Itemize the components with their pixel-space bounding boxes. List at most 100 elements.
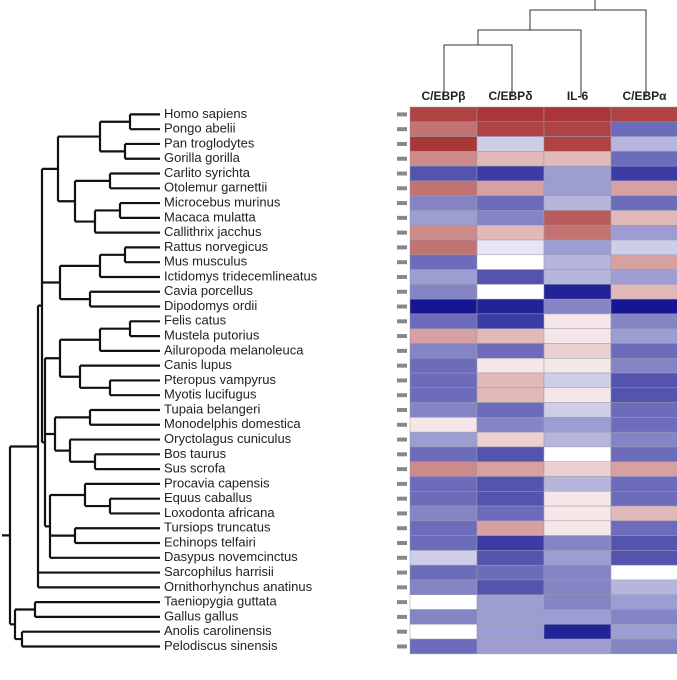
row-tick	[397, 201, 407, 206]
cell	[543, 550, 612, 566]
cell	[409, 417, 478, 433]
cell	[543, 328, 612, 344]
cell	[409, 358, 478, 374]
cell	[610, 269, 677, 285]
cell	[409, 446, 478, 462]
row-label: Pteropus vampyrus	[164, 372, 276, 387]
row-tick	[397, 541, 407, 546]
row-label: Tupaia belangeri	[164, 401, 260, 416]
cell	[409, 239, 478, 256]
row-label: Dasypus novemcinctus	[164, 549, 298, 564]
cell	[409, 520, 478, 536]
row-label: Taeniopygia guttata	[164, 594, 278, 609]
cell	[543, 136, 612, 152]
row-label: Procavia capensis	[164, 475, 270, 490]
cell	[543, 254, 612, 270]
row-label: Microcebus murinus	[164, 195, 281, 210]
cell	[409, 343, 478, 359]
cell	[476, 476, 545, 492]
cell	[409, 579, 478, 595]
row-label: Macaca mulatta	[164, 209, 257, 224]
cell	[610, 195, 677, 211]
row-label: Dipodomys ordii	[164, 298, 257, 313]
row-tick	[397, 260, 407, 265]
cell	[409, 151, 478, 167]
cell	[543, 151, 612, 167]
row-label: Homo sapiens	[164, 106, 248, 121]
row-label: Callithrix jacchus	[164, 224, 262, 239]
cell	[409, 224, 478, 241]
cell	[409, 535, 478, 551]
cell	[476, 609, 545, 625]
cell	[543, 284, 612, 300]
cell	[476, 579, 545, 595]
cell	[543, 417, 612, 433]
cell	[610, 210, 677, 226]
cell	[543, 224, 612, 241]
cell	[409, 180, 478, 196]
cell	[543, 579, 612, 595]
cell	[476, 491, 545, 507]
cell	[610, 505, 677, 522]
cell	[409, 491, 478, 507]
cell	[543, 505, 612, 522]
row-label: Gallus gallus	[164, 608, 239, 623]
row-tick	[397, 570, 407, 575]
row-tick	[397, 112, 407, 117]
cell	[476, 624, 545, 640]
cell	[543, 535, 612, 551]
cell	[610, 284, 677, 300]
cell	[543, 564, 612, 581]
cell	[409, 269, 478, 285]
cell	[476, 372, 545, 389]
row-label: Gorilla gorilla	[164, 150, 241, 165]
row-tick	[397, 378, 407, 383]
row-tick	[397, 171, 407, 176]
row-tick	[397, 363, 407, 368]
row-tick	[397, 127, 407, 132]
cell	[543, 269, 612, 285]
cell	[476, 136, 545, 152]
row-tick	[397, 600, 407, 605]
cell	[409, 624, 478, 640]
row-tick	[397, 319, 407, 324]
row-tick	[397, 555, 407, 560]
row-tick	[397, 230, 407, 235]
row-tick	[397, 496, 407, 501]
cell	[543, 594, 612, 610]
cell	[610, 564, 677, 581]
cell	[610, 476, 677, 492]
cell	[610, 624, 677, 640]
cell	[409, 313, 478, 329]
cell	[543, 624, 612, 640]
cell	[476, 180, 545, 196]
cell	[610, 520, 677, 536]
cell	[610, 180, 677, 196]
row-tick	[397, 422, 407, 427]
cell	[543, 372, 612, 389]
cell	[476, 298, 545, 315]
cell	[476, 520, 545, 536]
row-tick	[397, 141, 407, 146]
cell	[610, 579, 677, 595]
row-label: Tursiops truncatus	[164, 520, 271, 535]
cell	[409, 210, 478, 226]
cell	[610, 136, 677, 152]
cell	[476, 121, 545, 137]
row-tick	[397, 481, 407, 486]
row-tick	[397, 644, 407, 649]
cell	[610, 417, 677, 433]
cell	[409, 195, 478, 211]
row-label: Sus scrofa	[164, 461, 226, 476]
cell	[543, 239, 612, 256]
cell	[543, 491, 612, 507]
cell	[543, 343, 612, 359]
row-tick	[397, 215, 407, 220]
column-label: C/EBPδ	[489, 89, 533, 103]
cell	[476, 284, 545, 300]
row-label: Cavia porcellus	[164, 283, 253, 298]
cell	[476, 269, 545, 285]
cell	[409, 461, 478, 477]
cell	[409, 328, 478, 344]
row-label: Bos taurus	[164, 446, 227, 461]
